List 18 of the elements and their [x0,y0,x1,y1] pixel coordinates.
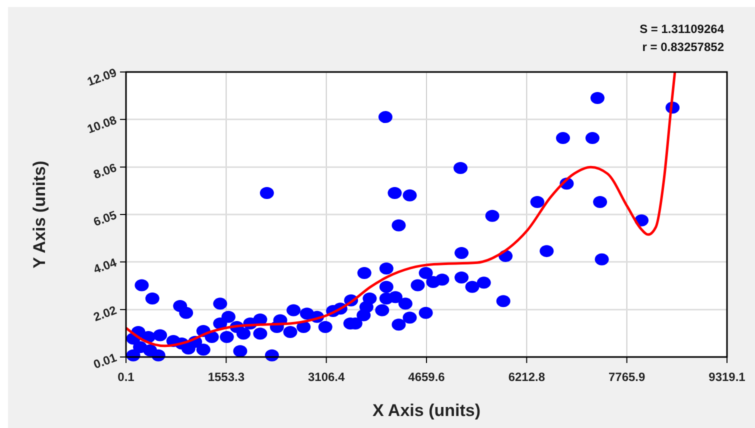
y-tick-label: 10.08 [85,112,119,136]
y-tick-label: 4.04 [92,255,119,276]
x-tick-label: 7765.9 [608,370,646,384]
x-tick-label: 1553.3 [208,370,245,384]
y-tick-label: 2.02 [92,302,119,324]
text: r = 0.83257852 [642,40,724,54]
y-axis-title: Y Axis (units) [30,160,49,268]
x-tick-label: 3106.4 [308,370,346,384]
x-axis-title: X Axis (units) [372,401,480,420]
x-tick-label: 9319.1 [708,370,746,384]
y-tick-label: 0.01 [92,350,119,372]
x-tick-label: 0.1 [118,370,135,384]
text: S = 1.31109264 [640,22,724,36]
y-tick-label: 12.09 [85,65,119,89]
y-tick-label: 8.06 [92,160,119,182]
y-tick-label: 6.05 [92,208,119,230]
x-tick-label: 4659.6 [408,370,446,384]
x-tick-label: 6212.8 [508,370,546,384]
